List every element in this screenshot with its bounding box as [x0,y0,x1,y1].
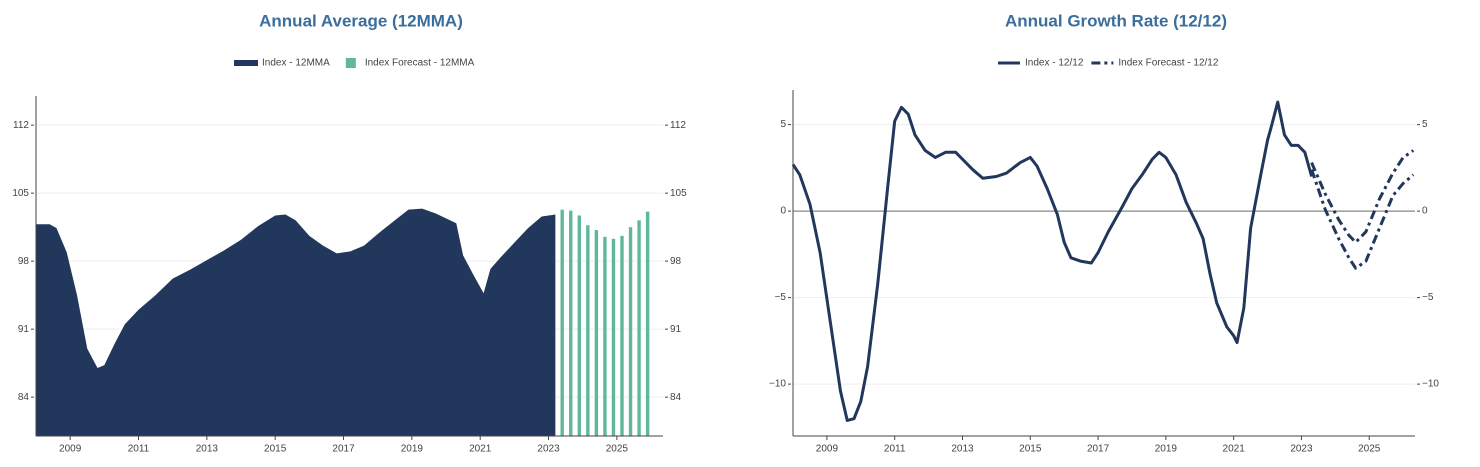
x-tick-label: 2019 [401,444,424,455]
y-tick-label: −5 [1422,292,1434,303]
y-tick-label: 98 [18,256,30,267]
legend-label: Index - 12MMA [262,58,330,69]
x-tick-label: 2025 [1358,444,1381,455]
y-tick-label: 105 [12,188,29,199]
y-tick-label: 0 [1422,206,1428,217]
legend-label: Index Forecast - 12/12 [1118,58,1218,69]
y-tick-label: 91 [670,324,682,335]
bar [628,227,633,436]
x-tick-label: 2015 [264,444,287,455]
x-tick-label: 2023 [1290,444,1313,455]
y-tick-label: 98 [670,256,682,267]
x-tick-label: 2009 [816,444,839,455]
x-tick-label: 2021 [469,444,492,455]
y-tick-label: −5 [775,292,787,303]
x-tick-label: 2023 [537,444,560,455]
bar [577,215,581,436]
x-tick-label: 2019 [1155,444,1178,455]
y-tick-label: 112 [670,120,686,131]
x-tick-label: 2017 [1087,444,1110,455]
bar [611,238,616,436]
x-tick-label: 2025 [606,444,629,455]
y-tick-label: 5 [1422,119,1428,130]
x-tick-label: 2009 [59,444,82,455]
line [1310,149,1415,244]
legend-swatch [345,58,356,68]
legend-swatch [234,60,258,66]
y-tick-label: 91 [18,324,30,335]
legend-label: Index Forecast - 12MMA [365,58,475,69]
y-tick-label: −10 [769,379,786,390]
line [791,100,1314,422]
y-tick-label: 112 [13,120,29,131]
bar [620,235,624,436]
y-tick-label: −10 [1422,379,1439,390]
line [1310,169,1415,270]
bar [594,230,599,436]
y-tick-label: 0 [780,206,786,217]
x-tick-label: 2017 [332,444,355,455]
bar [560,209,564,436]
area [36,208,556,436]
x-tick-label: 2013 [196,444,219,455]
x-tick-label: 2013 [951,444,974,455]
y-tick-label: 84 [18,392,30,403]
bar [603,236,607,436]
x-tick-label: 2015 [1019,444,1042,455]
legend-label: Index - 12/12 [1025,58,1084,69]
x-tick-label: 2011 [884,444,906,455]
y-tick-label: 5 [780,119,786,130]
x-tick-label: 2011 [128,444,150,455]
bar [645,211,650,436]
bar [569,210,573,436]
chart-title: Annual Growth Rate (12/12) [1005,11,1227,30]
bar [586,225,590,436]
y-tick-label: 84 [670,392,682,403]
bar [637,220,641,436]
chart-title: Annual Average (12MMA) [259,11,463,30]
y-tick-label: 105 [670,188,687,199]
x-tick-label: 2021 [1223,444,1246,455]
